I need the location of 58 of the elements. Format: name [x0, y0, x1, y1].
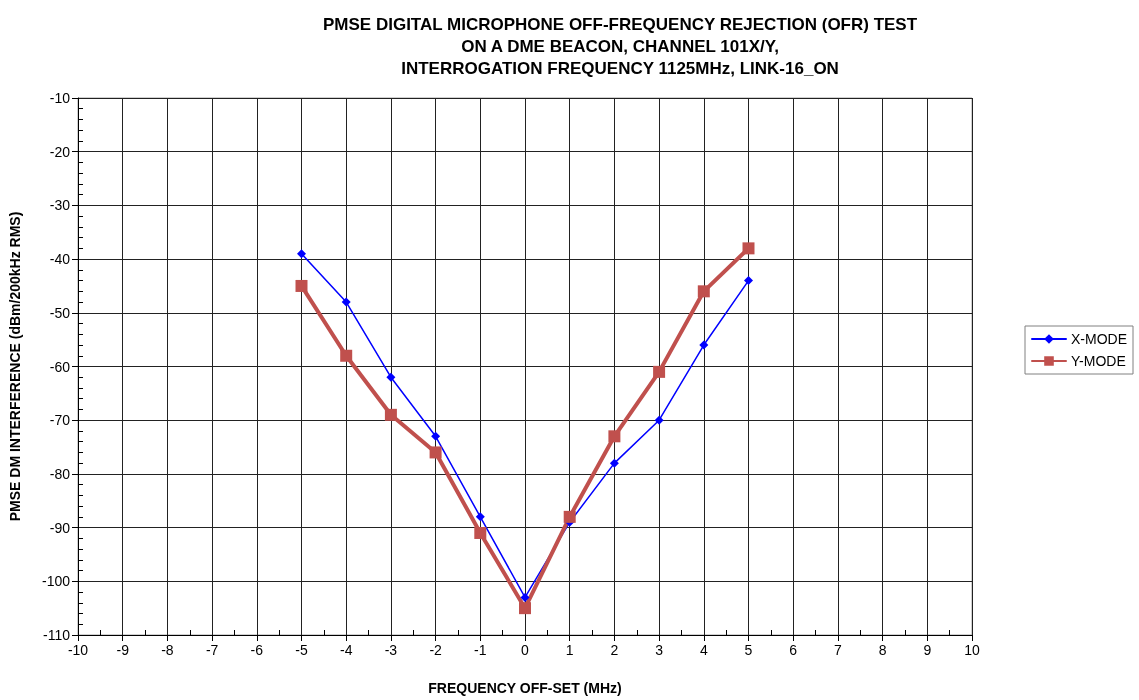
y-tick-label: -40 — [49, 251, 71, 268]
point — [653, 365, 666, 378]
x-tick-label: 7 — [834, 642, 842, 658]
point — [431, 431, 441, 441]
x-tick-label: -6 — [250, 642, 264, 658]
point — [697, 285, 710, 298]
point — [429, 446, 442, 459]
x-tick-label: 4 — [699, 642, 708, 658]
point — [519, 602, 531, 615]
y-tick-label: -110 — [43, 627, 71, 643]
point — [474, 526, 487, 539]
x-tick-label: 1 — [565, 642, 574, 658]
x-tick-label: 0 — [521, 642, 530, 658]
x-tick-label: 2 — [610, 642, 619, 658]
x-tick-label: -10 — [67, 642, 89, 658]
point — [699, 340, 709, 350]
point — [384, 408, 397, 421]
point — [654, 415, 664, 425]
point — [341, 297, 351, 307]
point — [295, 279, 308, 292]
y-tick-label: -100 — [41, 573, 71, 590]
y-tick-label: -90 — [49, 519, 71, 536]
x-tick-label: -1 — [474, 642, 487, 658]
x-tick-label: 3 — [655, 642, 664, 658]
point — [742, 242, 755, 255]
x-tick-label: -5 — [295, 642, 308, 658]
y-axis-title: PMSE DM INTERFERENCE (dBm/200kHz RMS) — [7, 211, 23, 522]
y-tick-label: -10 — [49, 90, 71, 106]
x-tick-label: -4 — [339, 642, 353, 658]
x-tick-label: -3 — [384, 642, 398, 658]
point — [609, 458, 619, 468]
y-tick-label: -50 — [49, 304, 71, 321]
point — [563, 510, 576, 523]
x-tick-label: 8 — [878, 642, 887, 658]
y-tick-label: -60 — [49, 358, 71, 375]
x-tick-label: -8 — [161, 642, 174, 658]
x-tick-label: 9 — [923, 642, 932, 658]
x-tick-label: -7 — [205, 642, 219, 658]
y-tick-label: -80 — [49, 465, 71, 482]
point — [297, 249, 306, 259]
y-tick-label: -70 — [49, 412, 71, 429]
y-tick-label: -30 — [49, 197, 71, 214]
x-tick-label: 6 — [789, 642, 798, 658]
point — [340, 349, 353, 362]
x-tick-label: -2 — [429, 642, 443, 658]
legend-label: Y-MODE — [1071, 353, 1126, 369]
point — [475, 512, 485, 522]
y-tick-label: -20 — [49, 143, 71, 160]
x-tick-label: 10 — [964, 642, 980, 658]
point — [608, 430, 621, 443]
x-axis-title: FREQUENCY OFF-SET (MHz) — [428, 680, 622, 696]
x-tick-label: 5 — [744, 642, 753, 658]
x-tick-label: -9 — [116, 642, 130, 658]
chart-title: PMSE DIGITAL MICROPHONE OFF-FREQUENCY REJECTION (OFR) TEST ON A DME BEACON, CHANNEL 101X/Y, INTERROGATION FREQUENCY 1125MHz, LINK-16_ON — [323, 14, 918, 78]
point — [386, 372, 396, 382]
legend-label: X-MODE — [1071, 331, 1127, 347]
point — [520, 592, 530, 602]
point — [744, 276, 753, 286]
